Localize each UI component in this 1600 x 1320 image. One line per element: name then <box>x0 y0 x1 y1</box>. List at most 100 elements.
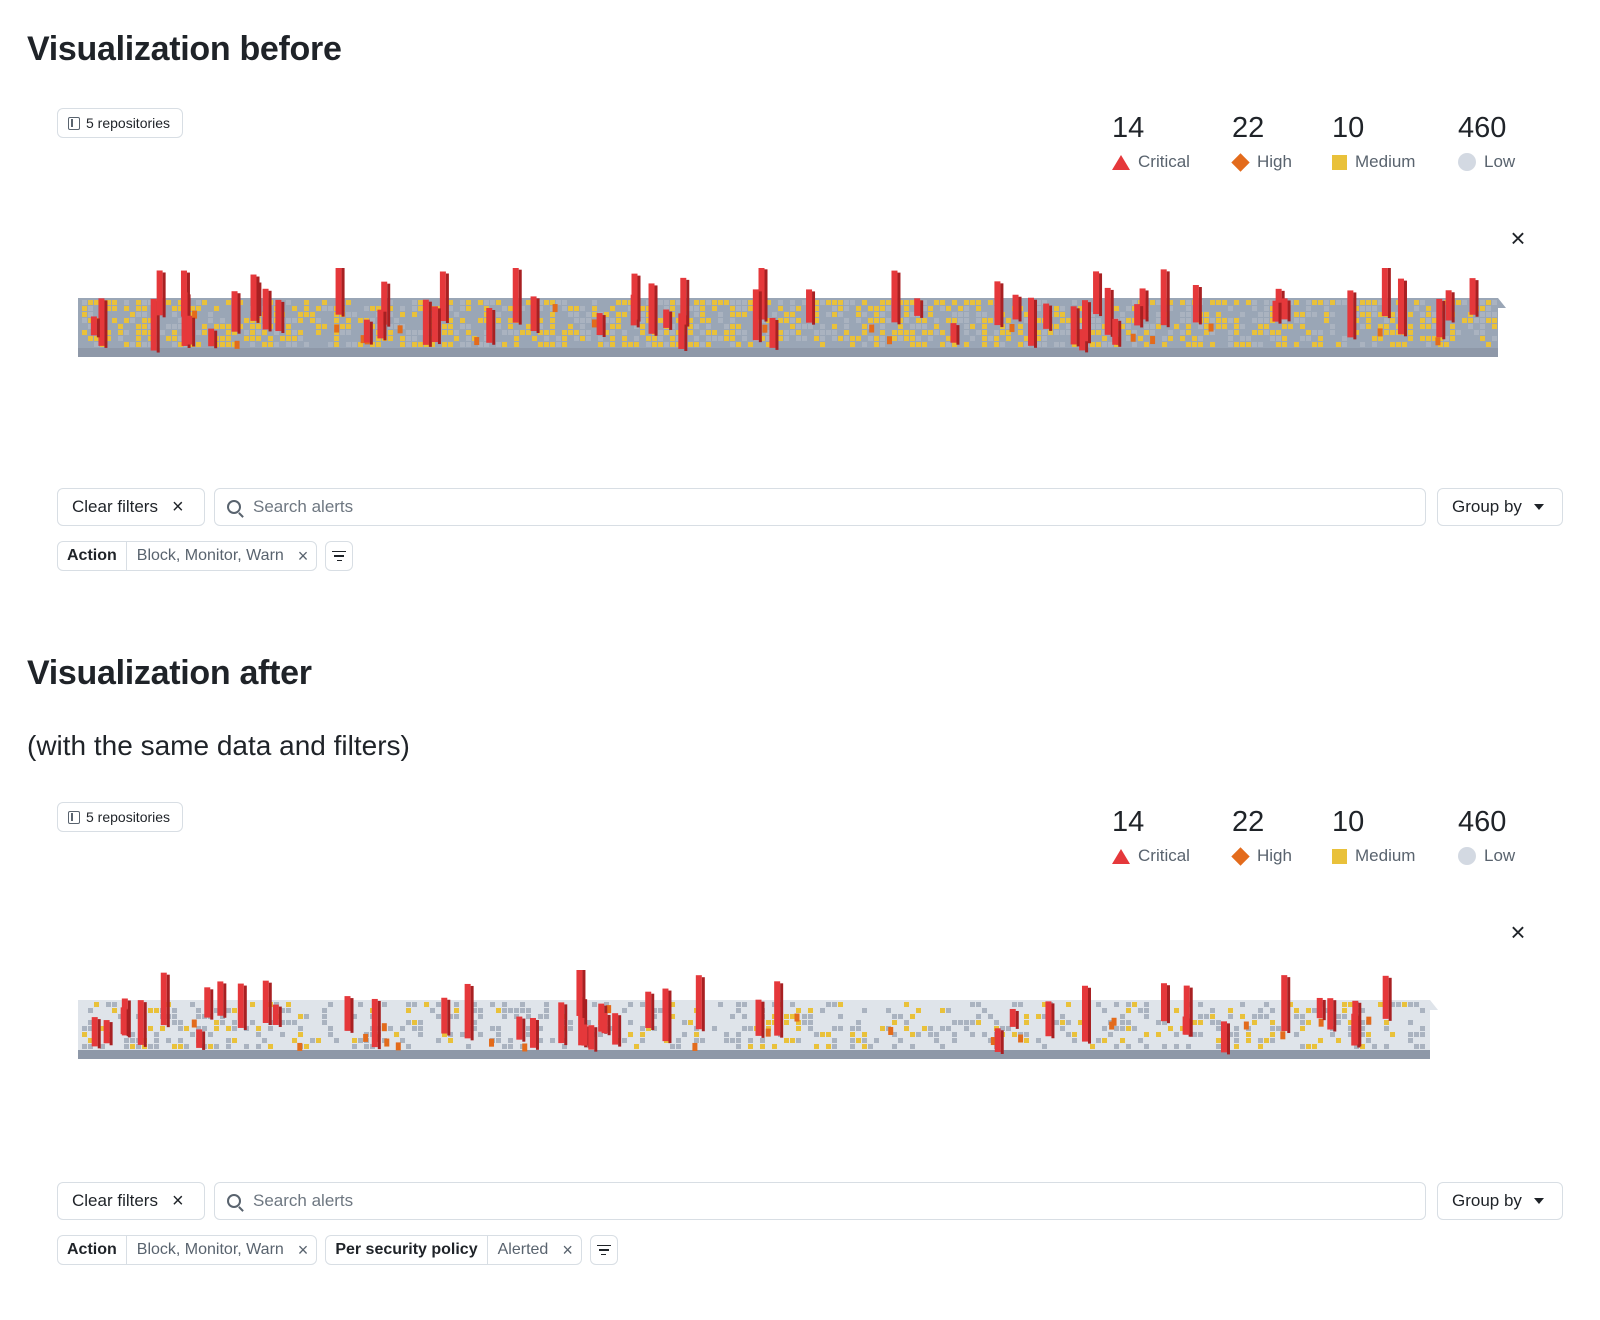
stat-low[interactable]: 460 Low <box>1458 110 1515 172</box>
remove-filter-icon[interactable]: × <box>297 1239 309 1260</box>
low-alert-block <box>1054 342 1059 347</box>
medium-alert-block <box>250 336 255 341</box>
stat-high[interactable]: 22 High <box>1231 804 1292 866</box>
low-alert-block <box>736 330 741 335</box>
medium-alert-block <box>688 324 693 329</box>
stat-low[interactable]: 460 Low <box>1458 804 1515 866</box>
low-alert-block <box>472 1002 477 1007</box>
medium-alert-block <box>550 312 555 317</box>
medium-alert-block <box>1168 1026 1173 1031</box>
medium-alert-block <box>1216 312 1221 317</box>
search-alerts-field[interactable] <box>214 1182 1426 1220</box>
severity-stats: 14 Critical 22 High 10 Medium 460 Low <box>1112 110 1570 180</box>
repositories-chip[interactable]: 5 repositories <box>57 802 184 832</box>
low-alert-block <box>1150 324 1155 329</box>
medium-alert-block <box>1408 312 1413 317</box>
low-alert-block <box>844 324 849 329</box>
critical-alert-bar <box>363 319 373 345</box>
search-input[interactable] <box>253 497 1353 517</box>
filter-chip-security-policy[interactable]: Per security policy Alerted × <box>325 1235 582 1265</box>
alerts-3d-visualization[interactable] <box>70 268 1550 378</box>
low-alert-block <box>988 1014 993 1019</box>
medium-alert-block <box>784 1020 789 1025</box>
stat-critical[interactable]: 14 Critical <box>1112 110 1190 172</box>
group-by-button[interactable]: Group by <box>1437 488 1563 526</box>
group-by-button[interactable]: Group by <box>1437 1182 1563 1220</box>
critical-alert-bar <box>335 268 345 317</box>
low-alert-block <box>1240 312 1245 317</box>
medium-alert-block <box>1024 312 1029 317</box>
medium-alert-block <box>910 342 915 347</box>
low-alert-block <box>1276 1026 1281 1031</box>
low-alert-block <box>1102 342 1107 347</box>
medium-alert-block <box>994 342 999 347</box>
low-alert-block <box>832 1044 837 1049</box>
clear-filters-button[interactable]: Clear filters × <box>57 1182 205 1220</box>
remove-filter-icon[interactable]: × <box>562 1239 573 1260</box>
high-alert-block <box>990 1037 996 1046</box>
low-alert-block <box>1036 300 1041 305</box>
low-alert-block <box>694 1038 699 1043</box>
low-alert-block <box>850 1044 855 1049</box>
medium-alert-block <box>1096 342 1101 347</box>
stat-high[interactable]: 22 High <box>1231 110 1292 172</box>
medium-alert-block <box>1126 1008 1131 1013</box>
medium-alert-block <box>1186 330 1191 335</box>
filter-chip-action[interactable]: Action Block, Monitor, Warn × <box>57 1235 318 1265</box>
medium-alert-block <box>220 336 225 341</box>
low-alert-block <box>1156 318 1161 323</box>
low-alert-block <box>280 1008 285 1013</box>
low-alert-block <box>436 1002 441 1007</box>
search-alerts-field[interactable] <box>214 488 1426 526</box>
low-alert-block <box>1216 1044 1221 1049</box>
medium-alert-block <box>136 342 141 347</box>
low-alert-block <box>148 324 153 329</box>
filter-chip-action[interactable]: Action Block, Monitor, Warn × <box>57 541 318 571</box>
low-alert-block <box>982 1008 987 1013</box>
medium-alert-block <box>82 306 87 311</box>
remove-filter-icon[interactable]: × <box>297 545 309 566</box>
stat-medium[interactable]: 10 Medium <box>1332 804 1415 866</box>
low-alert-block <box>346 330 351 335</box>
low-alert-block <box>118 1014 123 1019</box>
stat-medium[interactable]: 10 Medium <box>1332 110 1415 172</box>
low-alert-block <box>802 324 807 329</box>
medium-alert-block <box>634 1044 639 1049</box>
medium-alert-block <box>1216 324 1221 329</box>
low-alert-block <box>136 312 141 317</box>
low-alert-block <box>1324 306 1329 311</box>
medium-alert-block <box>1360 1044 1365 1049</box>
medium-alert-block <box>910 1014 915 1019</box>
alerts-3d-visualization[interactable] <box>70 970 1550 1080</box>
low-alert-block <box>628 1002 633 1007</box>
medium-alert-block <box>358 318 363 323</box>
low-alert-block <box>664 306 669 311</box>
filter-icon[interactable] <box>325 541 354 571</box>
low-alert-block <box>298 1026 303 1031</box>
filter-icon[interactable] <box>589 1235 618 1265</box>
critical-alert-bar <box>1028 297 1038 348</box>
low-alert-block <box>1258 318 1263 323</box>
repositories-chip[interactable]: 5 repositories <box>57 108 184 138</box>
medium-alert-block <box>448 318 453 323</box>
stat-critical[interactable]: 14 Critical <box>1112 804 1190 866</box>
medium-alert-block <box>1336 1038 1341 1043</box>
low-alert-block <box>274 342 279 347</box>
medium-alert-block <box>214 1020 219 1025</box>
close-icon[interactable]: × <box>1510 917 1526 947</box>
low-alert-block <box>136 1044 141 1049</box>
clear-filters-button[interactable]: Clear filters × <box>57 488 205 526</box>
medium-alert-block <box>1480 306 1485 311</box>
low-alert-block <box>964 312 969 317</box>
medium-alert-block <box>976 300 981 305</box>
search-input[interactable] <box>253 1191 1353 1211</box>
close-icon[interactable]: × <box>1510 223 1526 253</box>
low-alert-block <box>514 1014 519 1019</box>
medium-alert-block <box>112 1008 117 1013</box>
medium-alert-block <box>1066 318 1071 323</box>
low-alert-block <box>1312 312 1317 317</box>
medium-alert-block <box>646 306 651 311</box>
low-alert-block <box>1306 306 1311 311</box>
medium-alert-block <box>946 318 951 323</box>
critical-alert-bar <box>1272 300 1282 324</box>
